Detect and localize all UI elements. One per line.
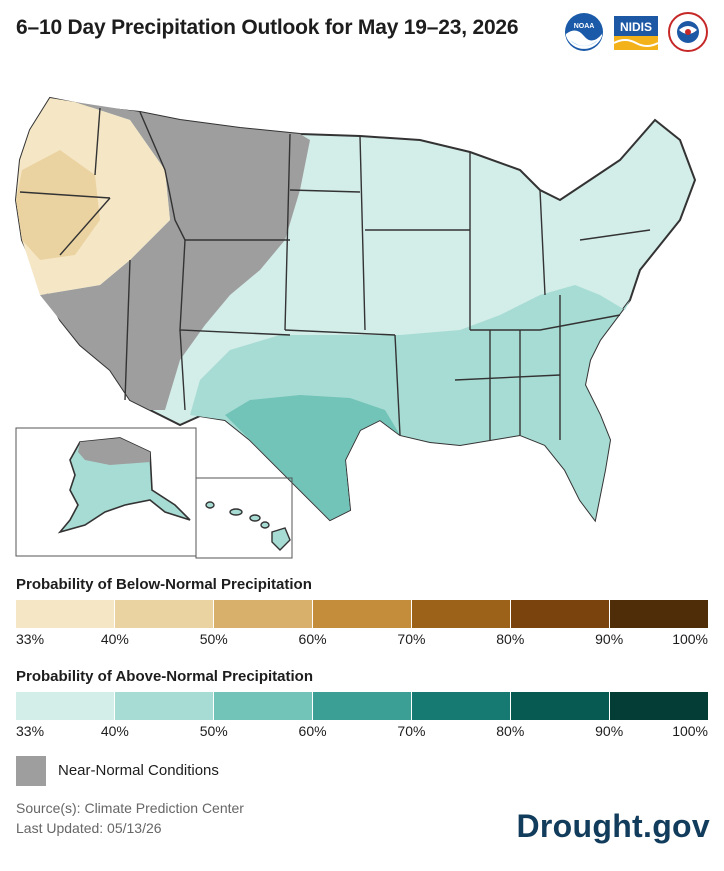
near-normal-label: Near-Normal Conditions — [58, 762, 219, 779]
legend_above-tick-3: 60% — [298, 723, 327, 739]
legend_above-tick-2: 50% — [199, 723, 228, 739]
legend_below-tick-2: 50% — [199, 631, 228, 647]
near-normal-region — [40, 102, 310, 410]
above-normal-legend-bar — [16, 692, 708, 720]
legend_below-tick-5: 80% — [496, 631, 525, 647]
legend_above-swatch-0 — [16, 692, 115, 720]
nws-logo[interactable] — [666, 10, 710, 54]
legend_below-swatch-6 — [610, 600, 708, 628]
precipitation-map — [0, 80, 724, 560]
logo-group: NOAA NIDIS — [562, 10, 710, 54]
near-normal-swatch — [16, 756, 46, 786]
legend_above-swatch-6 — [610, 692, 708, 720]
legend_above-swatch-1 — [115, 692, 214, 720]
source-info: Source(s): Climate Prediction Center Las… — [16, 798, 244, 838]
below-normal-legend-ticks: 33% 40% 50% 60% 70% 80% 90% 100% — [16, 631, 708, 649]
legend_below-tick-1: 40% — [100, 631, 129, 647]
legend_above-swatch-3 — [313, 692, 412, 720]
page-title: 6–10 Day Precipitation Outlook for May 1… — [16, 16, 519, 39]
alaska-near-normal — [78, 438, 150, 465]
last-updated: Last Updated: 05/13/26 — [16, 820, 162, 836]
legend_below-tick-4: 70% — [397, 631, 426, 647]
legend_below-swatch-0 — [16, 600, 115, 628]
above-normal-50-region — [225, 395, 400, 520]
noaa-logo[interactable]: NOAA — [562, 10, 606, 54]
legend_above-swatch-5 — [511, 692, 610, 720]
legend_above-swatch-4 — [412, 692, 511, 720]
legend_below-swatch-1 — [115, 600, 214, 628]
legend_below-tick-6: 90% — [595, 631, 624, 647]
above-normal-legend-title: Probability of Above-Normal Precipitatio… — [16, 668, 313, 685]
legend_below-swatch-3 — [313, 600, 412, 628]
drought-gov-logo[interactable]: Drought.gov — [516, 808, 710, 844]
above-normal-legend-ticks: 33% 40% 50% 60% 70% 80% 90% 100% — [16, 723, 708, 741]
nidis-logo[interactable]: NIDIS — [614, 10, 658, 54]
legend_above-tick-1: 40% — [100, 723, 129, 739]
legend_above-swatch-2 — [214, 692, 313, 720]
svg-text:NOAA: NOAA — [574, 23, 595, 30]
legend_below-tick-3: 60% — [298, 631, 327, 647]
legend_below-swatch-2 — [214, 600, 313, 628]
legend_above-tick-6: 90% — [595, 723, 624, 739]
state-borders — [19, 107, 651, 440]
legend_above-tick-5: 80% — [496, 723, 525, 739]
legend_above-tick-4: 70% — [397, 723, 426, 739]
hawaii-shape — [205, 501, 291, 551]
svg-text:NIDIS: NIDIS — [620, 20, 652, 34]
legend_below-tick-7: 100% — [672, 631, 708, 647]
below-normal-legend-bar — [16, 600, 708, 628]
below-normal-legend-title: Probability of Below-Normal Precipitatio… — [16, 576, 312, 593]
legend_below-swatch-5 — [511, 600, 610, 628]
legend_below-swatch-4 — [412, 600, 511, 628]
source-text: Source(s): Climate Prediction Center — [16, 800, 244, 816]
legend_below-tick-0: 33% — [16, 631, 45, 647]
legend_above-tick-0: 33% — [16, 723, 45, 739]
legend_above-tick-7: 100% — [672, 723, 708, 739]
